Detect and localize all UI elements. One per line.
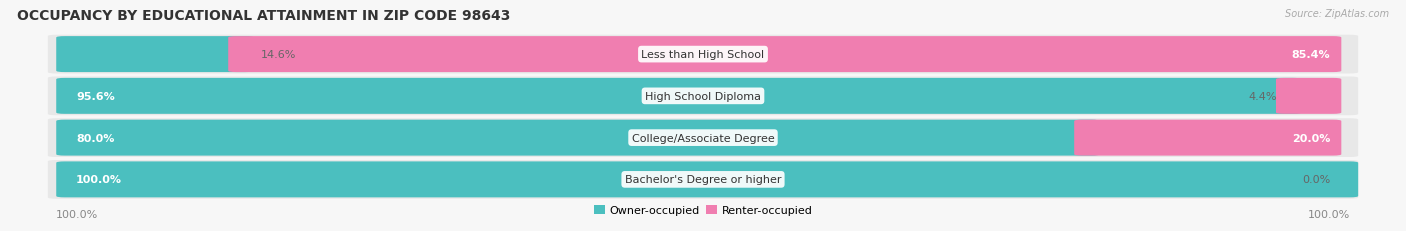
Legend: Owner-occupied, Renter-occupied: Owner-occupied, Renter-occupied [593, 205, 813, 215]
Text: 100.0%: 100.0% [56, 209, 98, 219]
Text: 100.0%: 100.0% [1308, 209, 1350, 219]
FancyBboxPatch shape [56, 120, 1099, 156]
Text: 14.6%: 14.6% [260, 50, 295, 60]
Text: 0.0%: 0.0% [1302, 175, 1330, 185]
Text: Source: ZipAtlas.com: Source: ZipAtlas.com [1285, 9, 1389, 19]
FancyBboxPatch shape [1277, 79, 1341, 114]
FancyBboxPatch shape [56, 162, 1358, 198]
FancyBboxPatch shape [1074, 120, 1341, 156]
Text: 85.4%: 85.4% [1292, 50, 1330, 60]
Text: Bachelor's Degree or higher: Bachelor's Degree or higher [624, 175, 782, 185]
FancyBboxPatch shape [48, 119, 1358, 157]
Text: Less than High School: Less than High School [641, 50, 765, 60]
Text: OCCUPANCY BY EDUCATIONAL ATTAINMENT IN ZIP CODE 98643: OCCUPANCY BY EDUCATIONAL ATTAINMENT IN Z… [17, 9, 510, 23]
FancyBboxPatch shape [228, 37, 1341, 73]
Text: 95.6%: 95.6% [76, 91, 115, 101]
Text: 80.0%: 80.0% [76, 133, 114, 143]
FancyBboxPatch shape [48, 36, 1358, 74]
FancyBboxPatch shape [56, 37, 253, 73]
Text: College/Associate Degree: College/Associate Degree [631, 133, 775, 143]
Text: High School Diploma: High School Diploma [645, 91, 761, 101]
FancyBboxPatch shape [48, 160, 1358, 199]
Text: 4.4%: 4.4% [1249, 91, 1278, 101]
Text: 100.0%: 100.0% [76, 175, 122, 185]
Text: 20.0%: 20.0% [1292, 133, 1330, 143]
FancyBboxPatch shape [56, 79, 1302, 114]
FancyBboxPatch shape [48, 77, 1358, 116]
